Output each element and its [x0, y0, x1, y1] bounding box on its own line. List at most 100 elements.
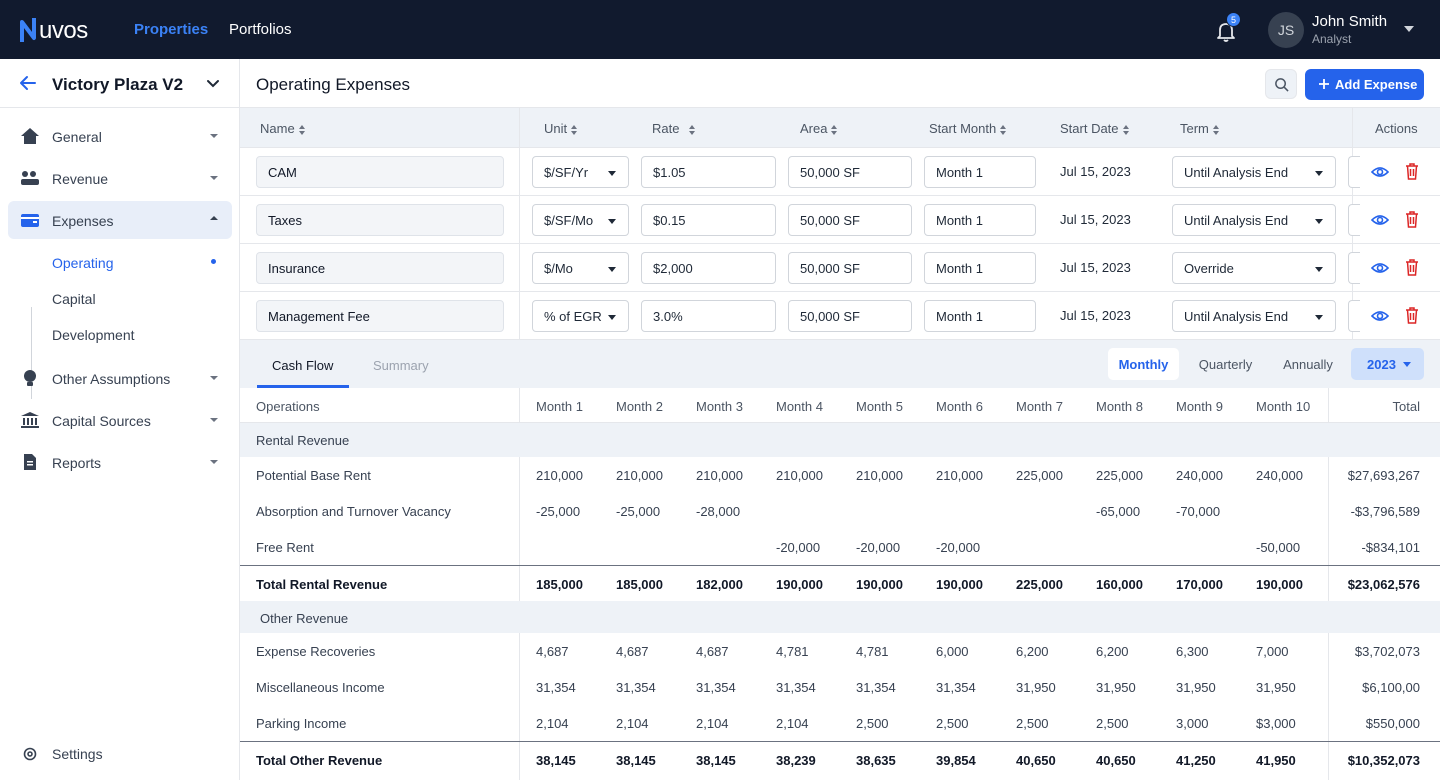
sidebar-item-reports[interactable]: Reports — [8, 443, 232, 481]
unit-select[interactable]: % of EGR — [532, 300, 629, 332]
term-select[interactable]: Until Analysis End — [1172, 300, 1336, 332]
subitem-capital[interactable]: Capital — [52, 291, 96, 307]
cell-value: 190,000 — [936, 577, 983, 592]
sidebar-item-label: Revenue — [52, 171, 109, 187]
start-month-field[interactable]: Month 1 — [924, 204, 1036, 236]
col-area[interactable]: Area — [800, 121, 838, 136]
sidebar-item-revenue[interactable]: Revenue — [8, 159, 232, 197]
cell-value: 31,950 — [1256, 680, 1296, 695]
trash-icon[interactable] — [1405, 163, 1419, 180]
col-month-2: Month 2 — [616, 399, 663, 414]
cell-value: 31,950 — [1016, 680, 1056, 695]
term-select[interactable]: Override — [1172, 252, 1336, 284]
area-field[interactable]: 50,000 SF — [788, 156, 912, 188]
eye-icon[interactable] — [1371, 212, 1389, 228]
row-label: Expense Recoveries — [256, 644, 376, 659]
row-total: $10,352,073 — [1347, 753, 1420, 768]
table-row: Absorption and Turnover Vacancy -25,000 -2… — [240, 493, 1440, 529]
chevron-down-icon — [210, 418, 218, 422]
period-monthly[interactable]: Monthly — [1108, 348, 1179, 380]
cell-value: 2,500 — [856, 716, 889, 731]
start-month-field[interactable]: Month 1 — [924, 252, 1036, 284]
cell-value: 160,000 — [1096, 577, 1143, 592]
col-month-6: Month 6 — [936, 399, 983, 414]
chevron-down-icon — [210, 176, 218, 180]
chevron-down-icon — [608, 171, 616, 176]
nuvos-logo-icon[interactable] — [20, 14, 110, 46]
settings-link[interactable]: Settings — [22, 744, 222, 764]
project-selector[interactable]: Victory Plaza V2 — [0, 59, 239, 108]
unit-select[interactable]: $/SF/Mo — [532, 204, 629, 236]
chevron-down-icon[interactable] — [1404, 26, 1414, 32]
rate-field[interactable]: $1.05 — [641, 156, 776, 188]
period-quarterly[interactable]: Quarterly — [1198, 356, 1253, 372]
col-month-9: Month 9 — [1176, 399, 1223, 414]
chevron-up-icon — [210, 216, 218, 220]
col-term[interactable]: Term — [1180, 121, 1219, 136]
col-unit[interactable]: Unit — [544, 121, 578, 136]
eye-icon[interactable] — [1371, 164, 1389, 180]
add-expense-button[interactable]: Add Expense — [1305, 69, 1424, 100]
rate-field[interactable]: $2,000 — [641, 252, 776, 284]
term-select[interactable]: Until Analysis End — [1172, 204, 1336, 236]
eye-icon[interactable] — [1371, 308, 1389, 324]
tab-cash-flow[interactable]: Cash Flow — [272, 358, 334, 373]
sidebar-item-other-assumptions[interactable]: Other Assumptions — [8, 359, 232, 397]
trash-icon[interactable] — [1405, 211, 1419, 228]
eye-icon[interactable] — [1371, 260, 1389, 276]
start-month-field[interactable]: Month 1 — [924, 156, 1036, 188]
total-row: Total Other Revenue 38,145 38,145 38,145 38,… — [240, 741, 1440, 777]
year-select[interactable]: 2023 — [1351, 348, 1424, 380]
start-month-field[interactable]: Month 1 — [924, 300, 1036, 332]
area-field[interactable]: 50,000 SF — [788, 204, 912, 236]
tab-summary[interactable]: Summary — [373, 358, 429, 373]
subitem-development[interactable]: Development — [52, 327, 135, 343]
sidebar-item-general[interactable]: General — [8, 117, 232, 155]
area-field[interactable]: 50,000 SF — [788, 300, 912, 332]
col-name[interactable]: Name — [260, 121, 305, 136]
sort-icon — [1000, 124, 1007, 135]
col-operations: Operations — [256, 399, 320, 414]
rate-field[interactable]: 3.0% — [641, 300, 776, 332]
nav-portfolios[interactable]: Portfolios — [229, 21, 292, 38]
sidebar-item-label: Expenses — [52, 213, 114, 229]
sidebar-item-expenses[interactable]: Expenses — [8, 201, 232, 239]
avatar[interactable]: JS — [1268, 12, 1304, 48]
search-button[interactable] — [1265, 69, 1297, 99]
section-title: Other Revenue — [260, 611, 349, 626]
cell-value: 31,354 — [616, 680, 656, 695]
period-annually[interactable]: Annually — [1283, 356, 1333, 372]
sidebar-item-capital-sources[interactable]: Capital Sources — [8, 401, 232, 439]
col-start-date[interactable]: Start Date — [1060, 121, 1129, 136]
active-dot — [211, 259, 216, 264]
chevron-down-icon — [210, 134, 218, 138]
sidebar: Victory Plaza V2 General Revenue Expense… — [0, 59, 240, 780]
col-start-month[interactable]: Start Month — [929, 121, 1007, 136]
col-month-10: Month 10 — [1256, 399, 1311, 414]
unit-select[interactable]: $/SF/Yr — [532, 156, 629, 188]
unit-select[interactable]: $/Mo — [532, 252, 629, 284]
cell-value: 170,000 — [1176, 577, 1223, 592]
expense-name-field[interactable]: Management Fee — [256, 300, 504, 332]
expense-name-field[interactable]: CAM — [256, 156, 504, 188]
col-rate[interactable]: Rate — [652, 121, 696, 136]
rate-field[interactable]: $0.15 — [641, 204, 776, 236]
row-total: $3,702,073 — [1354, 644, 1420, 659]
sort-icon — [689, 124, 696, 135]
chevron-down-icon[interactable] — [206, 77, 220, 91]
subitem-operating[interactable]: Operating — [52, 255, 114, 271]
trash-icon[interactable] — [1405, 307, 1419, 324]
area-field[interactable]: 50,000 SF — [788, 252, 912, 284]
cell-value: 2,500 — [1016, 716, 1049, 731]
user-name: John Smith — [1312, 13, 1388, 30]
expense-name-field[interactable]: Taxes — [256, 204, 504, 236]
col-total: Total — [1392, 399, 1420, 414]
chevron-down-icon — [608, 219, 616, 224]
table-row: Miscellaneous Income 31,354 31,354 31,354 31… — [240, 669, 1440, 705]
expense-name-field[interactable]: Insurance — [256, 252, 504, 284]
logo-text: uvos — [39, 17, 88, 44]
term-select[interactable]: Until Analysis End — [1172, 156, 1336, 188]
trash-icon[interactable] — [1405, 259, 1419, 276]
arrow-left-icon[interactable] — [18, 73, 38, 93]
nav-properties[interactable]: Properties — [134, 21, 209, 38]
